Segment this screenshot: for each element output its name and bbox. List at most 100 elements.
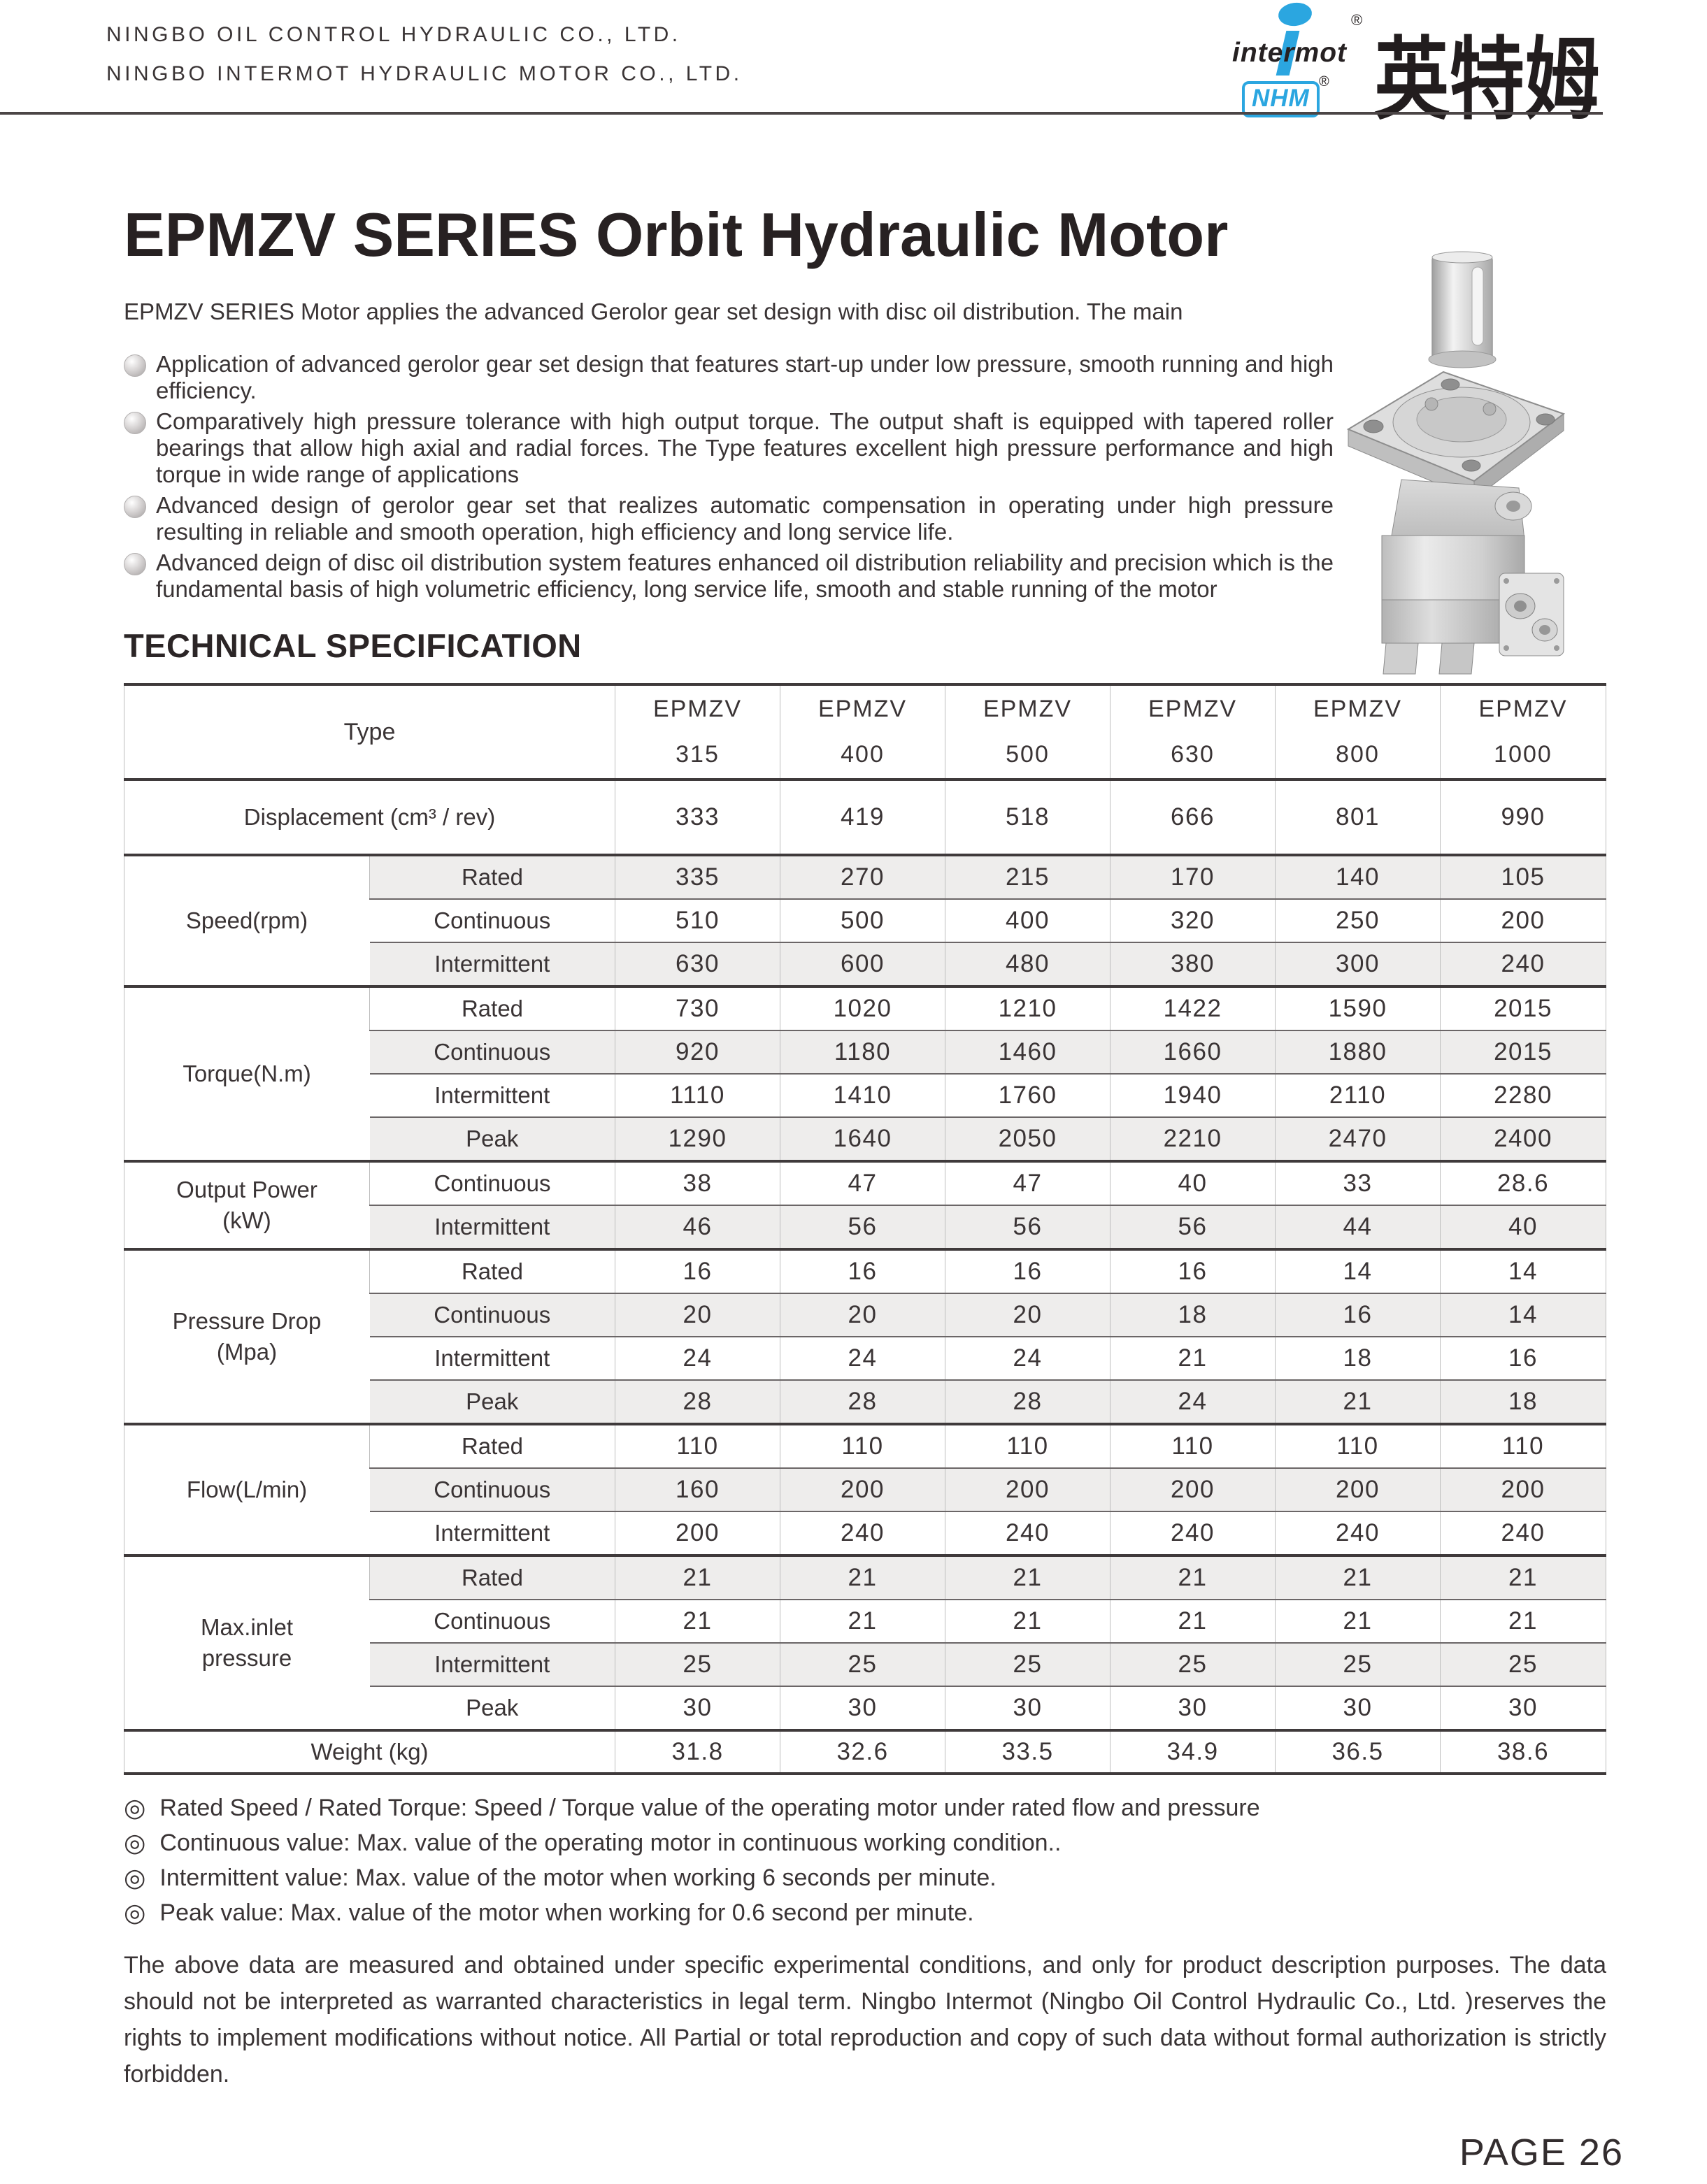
- spec-value: 1422: [1110, 984, 1276, 1030]
- spec-value: 2280: [1440, 1072, 1606, 1117]
- spec-value: 24: [780, 1335, 945, 1380]
- registered-mark: ®: [1319, 74, 1329, 89]
- spec-value: 2470: [1275, 1116, 1441, 1161]
- spec-value: 21: [1275, 1553, 1441, 1600]
- spec-value: 34.9: [1110, 1728, 1276, 1774]
- spec-value: 56: [945, 1204, 1110, 1249]
- spec-value: 1020: [780, 984, 945, 1030]
- spec-value: 33: [1275, 1159, 1441, 1205]
- spec-sub-label: Intermittent: [369, 1335, 615, 1380]
- hydraulic-motor-illustration: [1346, 251, 1566, 675]
- spec-value: 480: [945, 941, 1110, 986]
- spec-value: 18: [1275, 1335, 1441, 1380]
- spec-group-label: Displacement (cm³ / rev): [124, 777, 615, 855]
- spec-value: 400: [945, 898, 1110, 942]
- note-item: ◎ Continuous value: Max. value of the ope…: [124, 1825, 1606, 1860]
- spec-value: 320: [1110, 898, 1276, 942]
- page-title: EPMZV SERIES Orbit Hydraulic Motor: [124, 200, 1229, 269]
- spec-sub-label: Continuous: [369, 1467, 615, 1511]
- spec-sub-label: Continuous: [369, 1292, 615, 1337]
- spec-group-label: Weight (kg): [124, 1728, 615, 1774]
- spec-value: 1640: [780, 1116, 945, 1161]
- spec-value: 990: [1440, 777, 1606, 855]
- spec-value: 16: [780, 1247, 945, 1293]
- spec-value: 240: [1440, 941, 1606, 986]
- spec-value: 240: [780, 1510, 945, 1556]
- spec-value: 25: [780, 1641, 945, 1686]
- model-size-label: 630: [1171, 740, 1215, 768]
- spec-value: 1460: [945, 1029, 1110, 1074]
- spec-value: 600: [780, 941, 945, 986]
- spec-value: 160: [615, 1467, 780, 1511]
- spec-row: Pressure Drop (Mpa) Rated 16 16 16 16 14 14: [124, 1247, 1606, 1424]
- disclaimer-paragraph: The above data are measured and obtained…: [124, 1951, 1606, 2088]
- spec-model-header: EPMZV 400: [780, 683, 945, 780]
- spec-value: 36.5: [1275, 1728, 1441, 1774]
- spec-value: 47: [945, 1159, 1110, 1205]
- note-text: Continuous value: Max. value of the oper…: [159, 1829, 1062, 1856]
- spec-value: 21: [945, 1598, 1110, 1643]
- spec-value: 1940: [1110, 1072, 1276, 1117]
- spec-value: 335: [615, 853, 780, 899]
- spec-value: 110: [945, 1422, 1110, 1468]
- spec-model-header: EPMZV 1000: [1440, 683, 1606, 780]
- spec-row: Torque(N.m) Rated 730 1020 1210 1422 1590 2015: [124, 984, 1606, 1161]
- spec-row: Continuous 20 20 20 18 16 14: [124, 1292, 1606, 1337]
- spec-value: 110: [1110, 1422, 1276, 1468]
- spec-sub-label: Rated: [369, 1422, 615, 1468]
- spec-value: 380: [1110, 941, 1276, 986]
- spec-value: 110: [1440, 1422, 1606, 1468]
- spec-sub-label: Peak: [369, 1379, 615, 1424]
- spec-group-label: Output Power (kW): [124, 1159, 370, 1249]
- spec-sub-label: Intermittent: [369, 1510, 615, 1556]
- spec-sub-label: Intermittent: [369, 941, 615, 986]
- spec-value: 56: [1110, 1204, 1276, 1249]
- page-header: NINGBO OIL CONTROL HYDRAULIC CO., LTD. N…: [0, 0, 1707, 132]
- product-photo: [1337, 246, 1575, 680]
- spec-value: 1110: [615, 1072, 780, 1117]
- spec-group-label: Torque(N.m): [124, 984, 370, 1161]
- spec-header-row: Type EPMZV 315 EPMZV 400 EPMZV 500 EPMZV 630 EPMZ…: [124, 683, 1606, 780]
- spec-value: 38: [615, 1159, 780, 1205]
- note-item: ◎ Intermittent value: Max. value of the m…: [124, 1860, 1606, 1895]
- spec-value: 1180: [780, 1029, 945, 1074]
- spec-row: Output Power (kW) Continuous 38 47 47 40 33 28.…: [124, 1159, 1606, 1249]
- logo-chinese-name: 英特姆: [1374, 28, 1600, 132]
- bullet-icon: [124, 411, 146, 434]
- spec-value: 200: [945, 1467, 1110, 1511]
- spec-value: 333: [615, 777, 780, 855]
- spec-value: 510: [615, 898, 780, 942]
- spec-value: 20: [945, 1292, 1110, 1337]
- spec-value: 2400: [1440, 1116, 1606, 1161]
- spec-value: 215: [945, 853, 1110, 899]
- spec-sub-label: Rated: [369, 1553, 615, 1600]
- spec-value: 30: [1440, 1685, 1606, 1730]
- spec-value: 200: [615, 1510, 780, 1556]
- spec-value: 270: [780, 853, 945, 899]
- spec-row: Flow(L/min) Rated 110 110 110 110 110 110: [124, 1422, 1606, 1556]
- spec-value: 630: [615, 941, 780, 986]
- spec-row: Speed(rpm) Rated 335 270 215 170 140 105: [124, 853, 1606, 986]
- spec-value: 56: [780, 1204, 945, 1249]
- model-size-label: 315: [676, 740, 720, 768]
- model-size-label: 800: [1336, 740, 1380, 768]
- spec-value: 28: [780, 1379, 945, 1424]
- model-series-label: EPMZV: [652, 695, 743, 722]
- spec-value: 32.6: [780, 1728, 945, 1774]
- note-text: Intermittent value: Max. value of the mo…: [159, 1864, 997, 1891]
- spec-value: 2015: [1440, 1029, 1606, 1074]
- spec-row: Continuous 21 21 21 21 21 21: [124, 1598, 1606, 1643]
- spec-value: 28.6: [1440, 1159, 1606, 1205]
- spec-sub-label: Intermittent: [369, 1204, 615, 1249]
- note-bullet-icon: ◎: [124, 1897, 146, 1927]
- spec-value: 240: [1275, 1510, 1441, 1556]
- spec-model-header: EPMZV 800: [1275, 683, 1441, 780]
- spec-value: 21: [1440, 1553, 1606, 1600]
- spec-value: 200: [1110, 1467, 1276, 1511]
- feature-text: Comparatively high pressure tolerance wi…: [156, 408, 1334, 487]
- spec-value: 2110: [1275, 1072, 1441, 1117]
- spec-value: 21: [945, 1553, 1110, 1600]
- spec-value: 110: [780, 1422, 945, 1468]
- spec-row: Peak 30 30 30 30 30 30: [124, 1685, 1606, 1730]
- spec-value: 110: [1275, 1422, 1441, 1468]
